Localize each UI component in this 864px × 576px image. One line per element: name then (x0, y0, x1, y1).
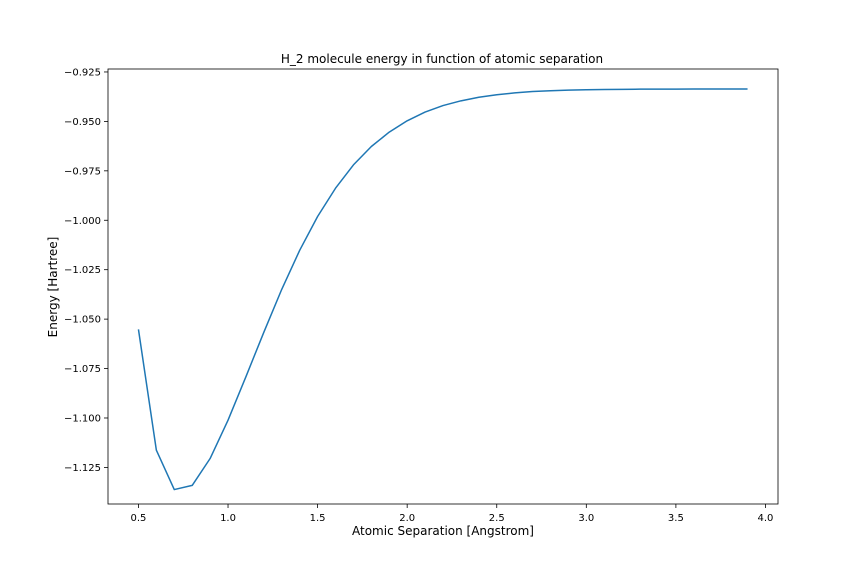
x-tick-label: 4.0 (758, 513, 774, 524)
y-tick-label: −1.050 (64, 315, 101, 326)
y-tick-label: −1.000 (64, 216, 101, 227)
y-tick-label: −1.125 (64, 463, 101, 474)
plot-frame (107, 68, 779, 505)
y-tick-label: −1.075 (64, 364, 101, 375)
x-tick-label: 1.5 (310, 513, 326, 524)
y-tick-label: −0.925 (64, 67, 101, 78)
x-axis-label: Atomic Separation [Angstrom] (352, 524, 534, 538)
y-tick-label: −1.025 (64, 265, 101, 276)
x-tick-label: 2.0 (399, 513, 415, 524)
chart-title: H_2 molecule energy in function of atomi… (281, 52, 603, 66)
x-tick-label: 1.0 (220, 513, 236, 524)
x-tick-label: 0.5 (131, 513, 147, 524)
energy-series-line (137, 88, 748, 491)
y-axis-ticks: −0.925 −0.950 −0.975 −1.000 −1.025 −1.050 −1.0… (64, 67, 108, 474)
y-tick-label: −0.950 (64, 117, 101, 128)
x-tick-label: 3.0 (578, 513, 594, 524)
x-tick-label: 3.5 (668, 513, 684, 524)
y-tick-label: −0.975 (64, 166, 101, 177)
y-axis-label: Energy [Hartree] (46, 237, 60, 338)
x-axis-ticks: 0.5 1.0 1.5 2.0 2.5 3.0 3.5 4.0 (131, 504, 774, 524)
x-tick-label: 2.5 (489, 513, 505, 524)
y-tick-label: −1.100 (64, 413, 101, 424)
